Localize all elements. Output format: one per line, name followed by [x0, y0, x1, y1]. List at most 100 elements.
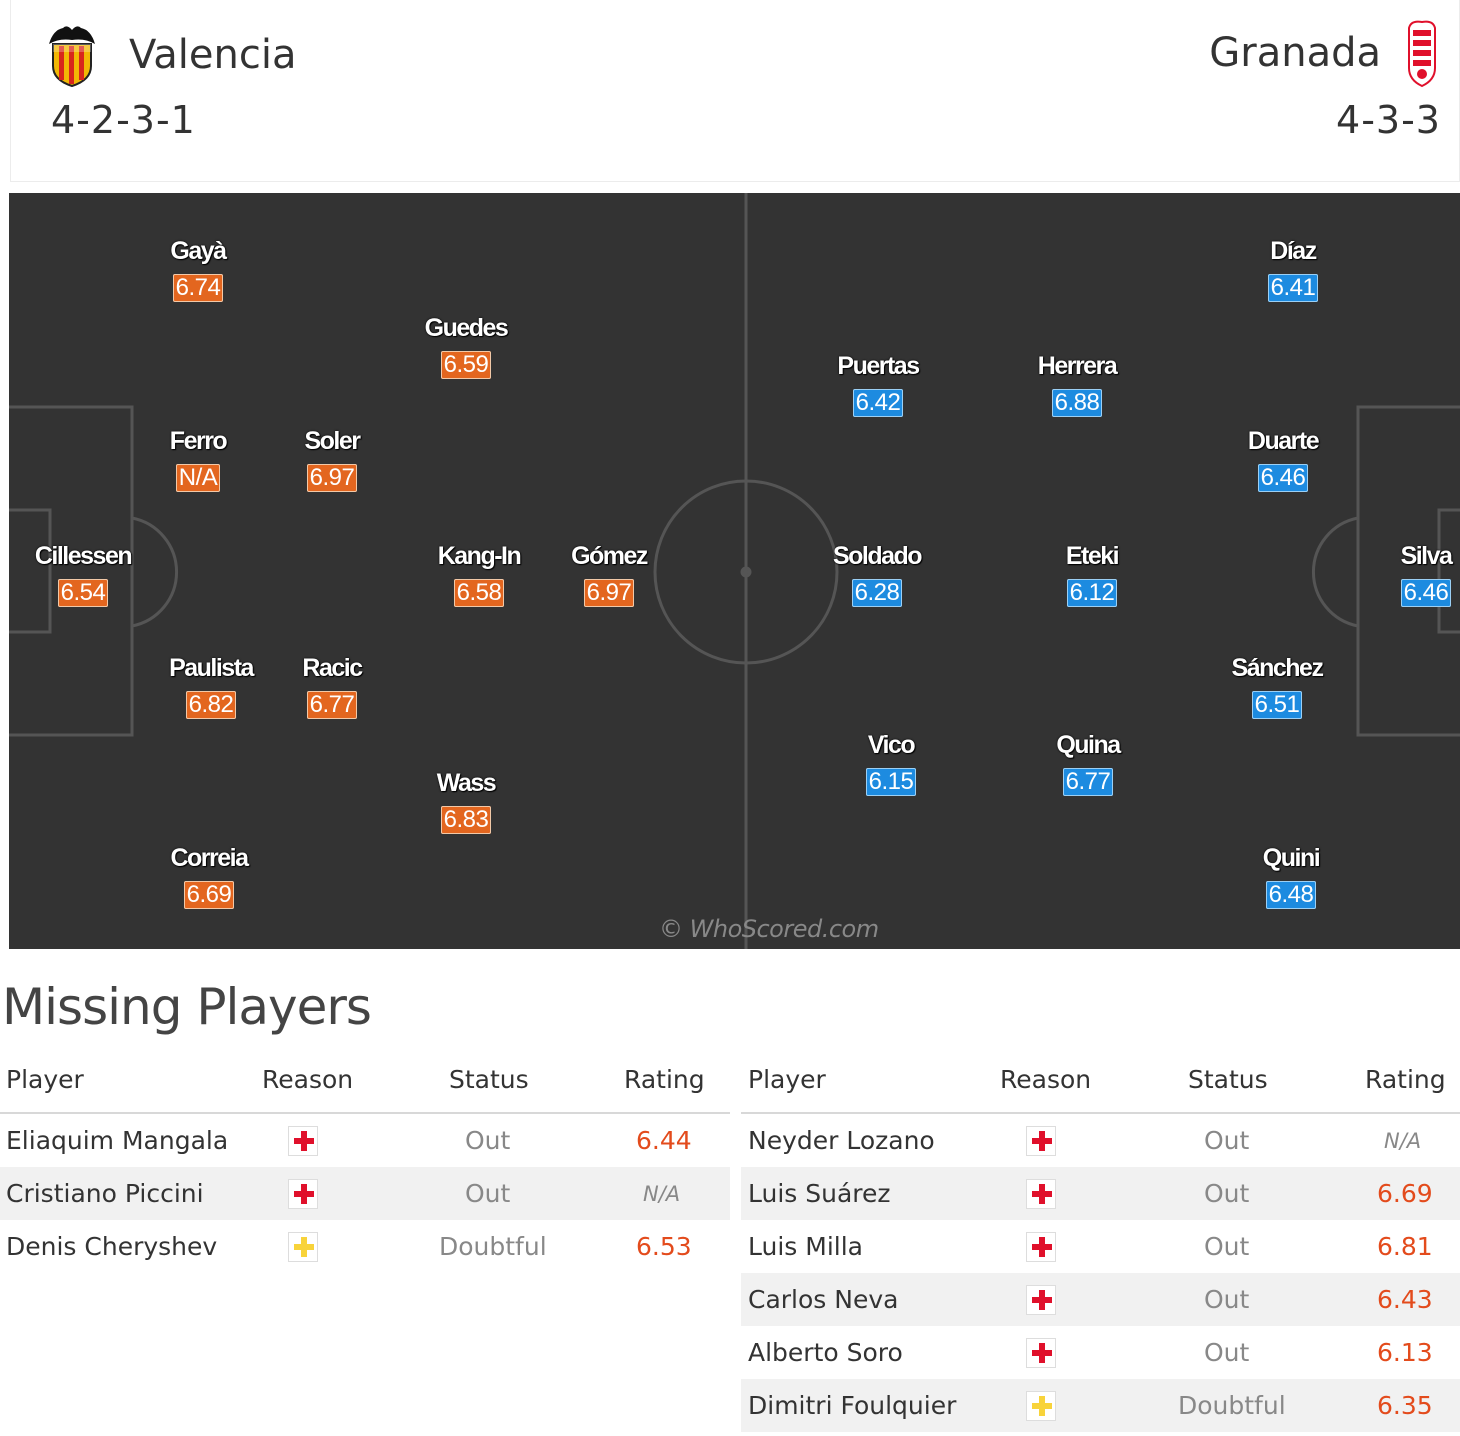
table-row[interactable]: Dimitri Foulquier Doubtful 6.35	[741, 1379, 1460, 1432]
home-player[interactable]: Guedes 6.59	[386, 314, 546, 379]
missing-player-name[interactable]: Alberto Soro	[748, 1338, 903, 1367]
col-reason[interactable]: Reason	[262, 1065, 354, 1094]
missing-player-name[interactable]: Denis Cheryshev	[6, 1232, 218, 1261]
player-name: Gayà	[170, 237, 227, 265]
home-team[interactable]: Valencia	[45, 22, 296, 88]
table-row[interactable]: Luis Suárez Out 6.69	[741, 1167, 1460, 1220]
col-reason[interactable]: Reason	[1000, 1065, 1092, 1094]
col-rating[interactable]: Rating	[624, 1065, 705, 1094]
missing-status: Doubtful	[1178, 1391, 1286, 1420]
away-formation: 4-3-3	[1336, 98, 1441, 142]
table-row[interactable]: Neyder Lozano Out N/A	[741, 1114, 1460, 1167]
home-player[interactable]: Wass 6.83	[386, 769, 546, 834]
player-rating: 6.82	[185, 691, 237, 719]
player-name: Wass	[436, 769, 497, 797]
home-player[interactable]: Gayà 6.74	[118, 237, 278, 302]
away-player[interactable]: Díaz 6.41	[1213, 237, 1373, 302]
player-name: Cillessen	[34, 542, 133, 570]
away-player[interactable]: Vico 6.15	[811, 731, 971, 796]
col-status[interactable]: Status	[1188, 1065, 1268, 1094]
away-player[interactable]: Sánchez 6.51	[1197, 654, 1357, 719]
away-player[interactable]: Quina 6.77	[1008, 731, 1168, 796]
missing-rating: N/A	[1384, 1129, 1422, 1153]
missing-status: Out	[465, 1126, 511, 1155]
lineup-pitch: Gayà 6.74 Guedes 6.59 Ferro N/A Soler 6.…	[9, 193, 1460, 949]
player-name: Gómez	[571, 542, 648, 570]
home-player[interactable]: Soler 6.97	[252, 427, 412, 492]
table-row[interactable]: Luis Milla Out 6.81	[741, 1220, 1460, 1273]
table-header: Player Reason Status Rating	[741, 1056, 1460, 1114]
home-player[interactable]: Correia 6.69	[129, 844, 289, 909]
missing-status: Doubtful	[439, 1232, 547, 1261]
missing-rating: 6.53	[636, 1232, 692, 1261]
away-team[interactable]: Granada	[1209, 18, 1439, 88]
missing-rating: N/A	[643, 1182, 681, 1206]
player-rating: 6.74	[172, 274, 224, 302]
player-rating: 6.48	[1265, 881, 1317, 909]
injury-icon	[1026, 1285, 1056, 1315]
injury-icon	[288, 1179, 318, 1209]
away-missing-table: Player Reason Status Rating Neyder Lozan…	[741, 1056, 1460, 1432]
away-player[interactable]: Duarte 6.46	[1203, 427, 1363, 492]
missing-status: Out	[1204, 1126, 1250, 1155]
player-rating: 6.58	[453, 579, 505, 607]
away-player[interactable]: Eteki 6.12	[1012, 542, 1172, 607]
player-rating: 6.77	[1062, 768, 1114, 796]
missing-player-name[interactable]: Carlos Neva	[748, 1285, 899, 1314]
missing-player-name[interactable]: Cristiano Piccini	[6, 1179, 204, 1208]
injury-icon	[1026, 1126, 1056, 1156]
player-name: Puertas	[837, 352, 920, 380]
table-row[interactable]: Carlos Neva Out 6.43	[741, 1273, 1460, 1326]
away-player[interactable]: Puertas 6.42	[798, 352, 958, 417]
home-player[interactable]: Paulista 6.82	[131, 654, 291, 719]
player-rating: 6.42	[852, 389, 904, 417]
doubtful-icon	[288, 1232, 318, 1262]
player-rating: N/A	[175, 464, 221, 492]
table-row[interactable]: Cristiano Piccini Out N/A	[0, 1167, 730, 1220]
away-player[interactable]: Soldado 6.28	[797, 542, 957, 607]
table-row[interactable]: Alberto Soro Out 6.13	[741, 1326, 1460, 1379]
home-player[interactable]: Gómez 6.97	[529, 542, 689, 607]
missing-player-name[interactable]: Dimitri Foulquier	[748, 1391, 957, 1420]
missing-player-name[interactable]: Luis Milla	[748, 1232, 863, 1261]
player-name: Díaz	[1270, 237, 1317, 265]
missing-rating: 6.69	[1377, 1179, 1433, 1208]
away-player[interactable]: Herrera 6.88	[997, 352, 1157, 417]
player-name: Duarte	[1247, 427, 1320, 455]
player-name: Vico	[867, 731, 916, 759]
away-team-name: Granada	[1209, 30, 1381, 76]
player-rating: 6.28	[851, 579, 903, 607]
player-name: Sánchez	[1231, 654, 1324, 682]
missing-player-name[interactable]: Eliaquim Mangala	[6, 1126, 229, 1155]
missing-status: Out	[1204, 1232, 1250, 1261]
missing-status: Out	[1204, 1179, 1250, 1208]
col-player[interactable]: Player	[6, 1065, 84, 1094]
table-row[interactable]: Denis Cheryshev Doubtful 6.53	[0, 1220, 730, 1273]
home-player[interactable]: Racic 6.77	[252, 654, 412, 719]
table-row[interactable]: Eliaquim Mangala Out 6.44	[0, 1114, 730, 1167]
player-rating: 6.51	[1251, 691, 1303, 719]
col-rating[interactable]: Rating	[1365, 1065, 1446, 1094]
player-rating: 6.77	[306, 691, 358, 719]
missing-player-name[interactable]: Neyder Lozano	[748, 1126, 935, 1155]
home-player[interactable]: Kang-In 6.58	[399, 542, 559, 607]
injury-icon	[1026, 1232, 1056, 1262]
player-rating: 6.46	[1400, 579, 1452, 607]
col-player[interactable]: Player	[748, 1065, 826, 1094]
home-formation: 4-2-3-1	[51, 98, 196, 142]
home-player[interactable]: Ferro N/A	[118, 427, 278, 492]
player-rating: 6.59	[440, 351, 492, 379]
away-player[interactable]: Silva 6.46	[1346, 542, 1460, 607]
missing-rating: 6.81	[1377, 1232, 1433, 1261]
col-status[interactable]: Status	[449, 1065, 529, 1094]
player-name: Herrera	[1037, 352, 1118, 380]
missing-player-name[interactable]: Luis Suárez	[748, 1179, 891, 1208]
missing-rating: 6.44	[636, 1126, 692, 1155]
home-team-name: Valencia	[129, 32, 297, 78]
player-name: Kang-In	[437, 542, 522, 570]
away-player[interactable]: Quini 6.48	[1211, 844, 1371, 909]
player-rating: 6.83	[440, 806, 492, 834]
player-rating: 6.97	[583, 579, 635, 607]
home-player[interactable]: Cillessen 6.54	[9, 542, 163, 607]
watermark: © WhoScored.com	[659, 915, 879, 943]
